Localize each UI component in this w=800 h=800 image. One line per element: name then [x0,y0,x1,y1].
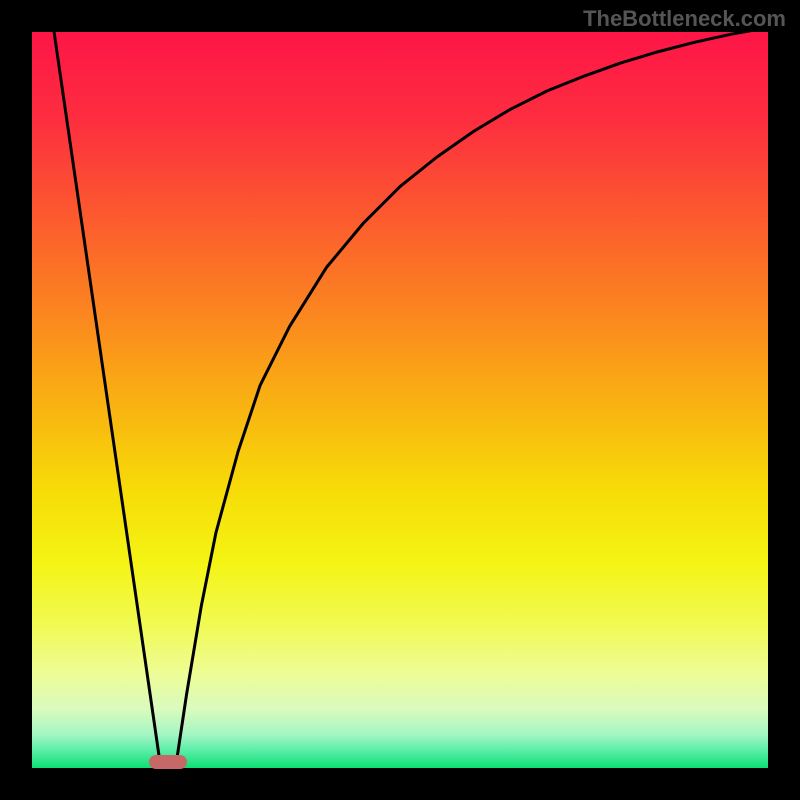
plot-area [32,32,768,768]
chart-container: TheBottleneck.com [0,0,800,800]
left-falling-line [54,32,161,768]
watermark-label: TheBottleneck.com [583,6,786,32]
curves-layer [32,32,768,768]
bottleneck-marker [149,755,187,769]
right-rising-curve [176,32,768,768]
